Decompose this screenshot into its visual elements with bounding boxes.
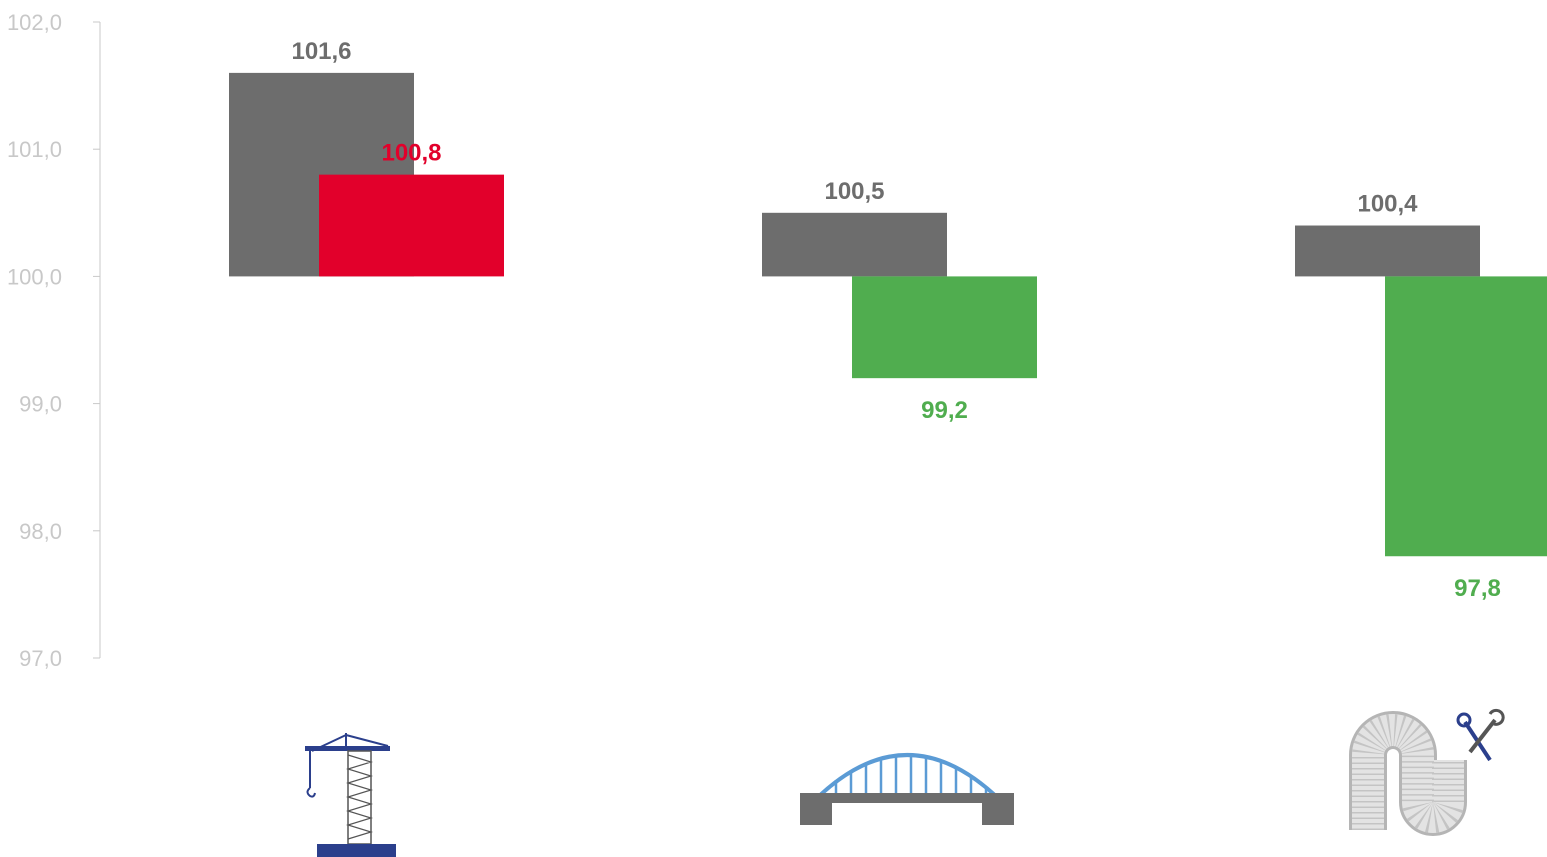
bar-gray	[1295, 225, 1480, 277]
data-label: 99,2	[921, 397, 968, 424]
y-tick-label: 100,0	[7, 264, 62, 289]
data-labels: 101,6 100,8 100,5 99,2 100,4 97,8	[291, 38, 1500, 602]
pipe-icon	[1349, 708, 1505, 836]
bar-colored	[319, 174, 504, 277]
crane-icon	[305, 733, 396, 857]
bars	[229, 72, 1547, 557]
data-label: 100,4	[1357, 191, 1418, 218]
y-tick-label: 102,0	[7, 10, 62, 35]
y-tick-label: 97,0	[19, 646, 62, 671]
bar-gray	[762, 212, 947, 277]
y-tick-label: 99,0	[19, 392, 62, 417]
bar-colored	[1385, 276, 1547, 557]
y-axis: 97,0 98,0 99,0 100,0 101,0 102,0	[7, 10, 101, 671]
data-label: 100,8	[381, 140, 441, 167]
bar-colored	[852, 276, 1037, 379]
y-tick-label: 98,0	[19, 519, 62, 544]
y-tick-label: 101,0	[7, 137, 62, 162]
data-label: 100,5	[824, 178, 884, 205]
data-label: 97,8	[1454, 575, 1501, 602]
bridge-icon	[800, 753, 1014, 825]
data-label: 101,6	[291, 38, 351, 65]
